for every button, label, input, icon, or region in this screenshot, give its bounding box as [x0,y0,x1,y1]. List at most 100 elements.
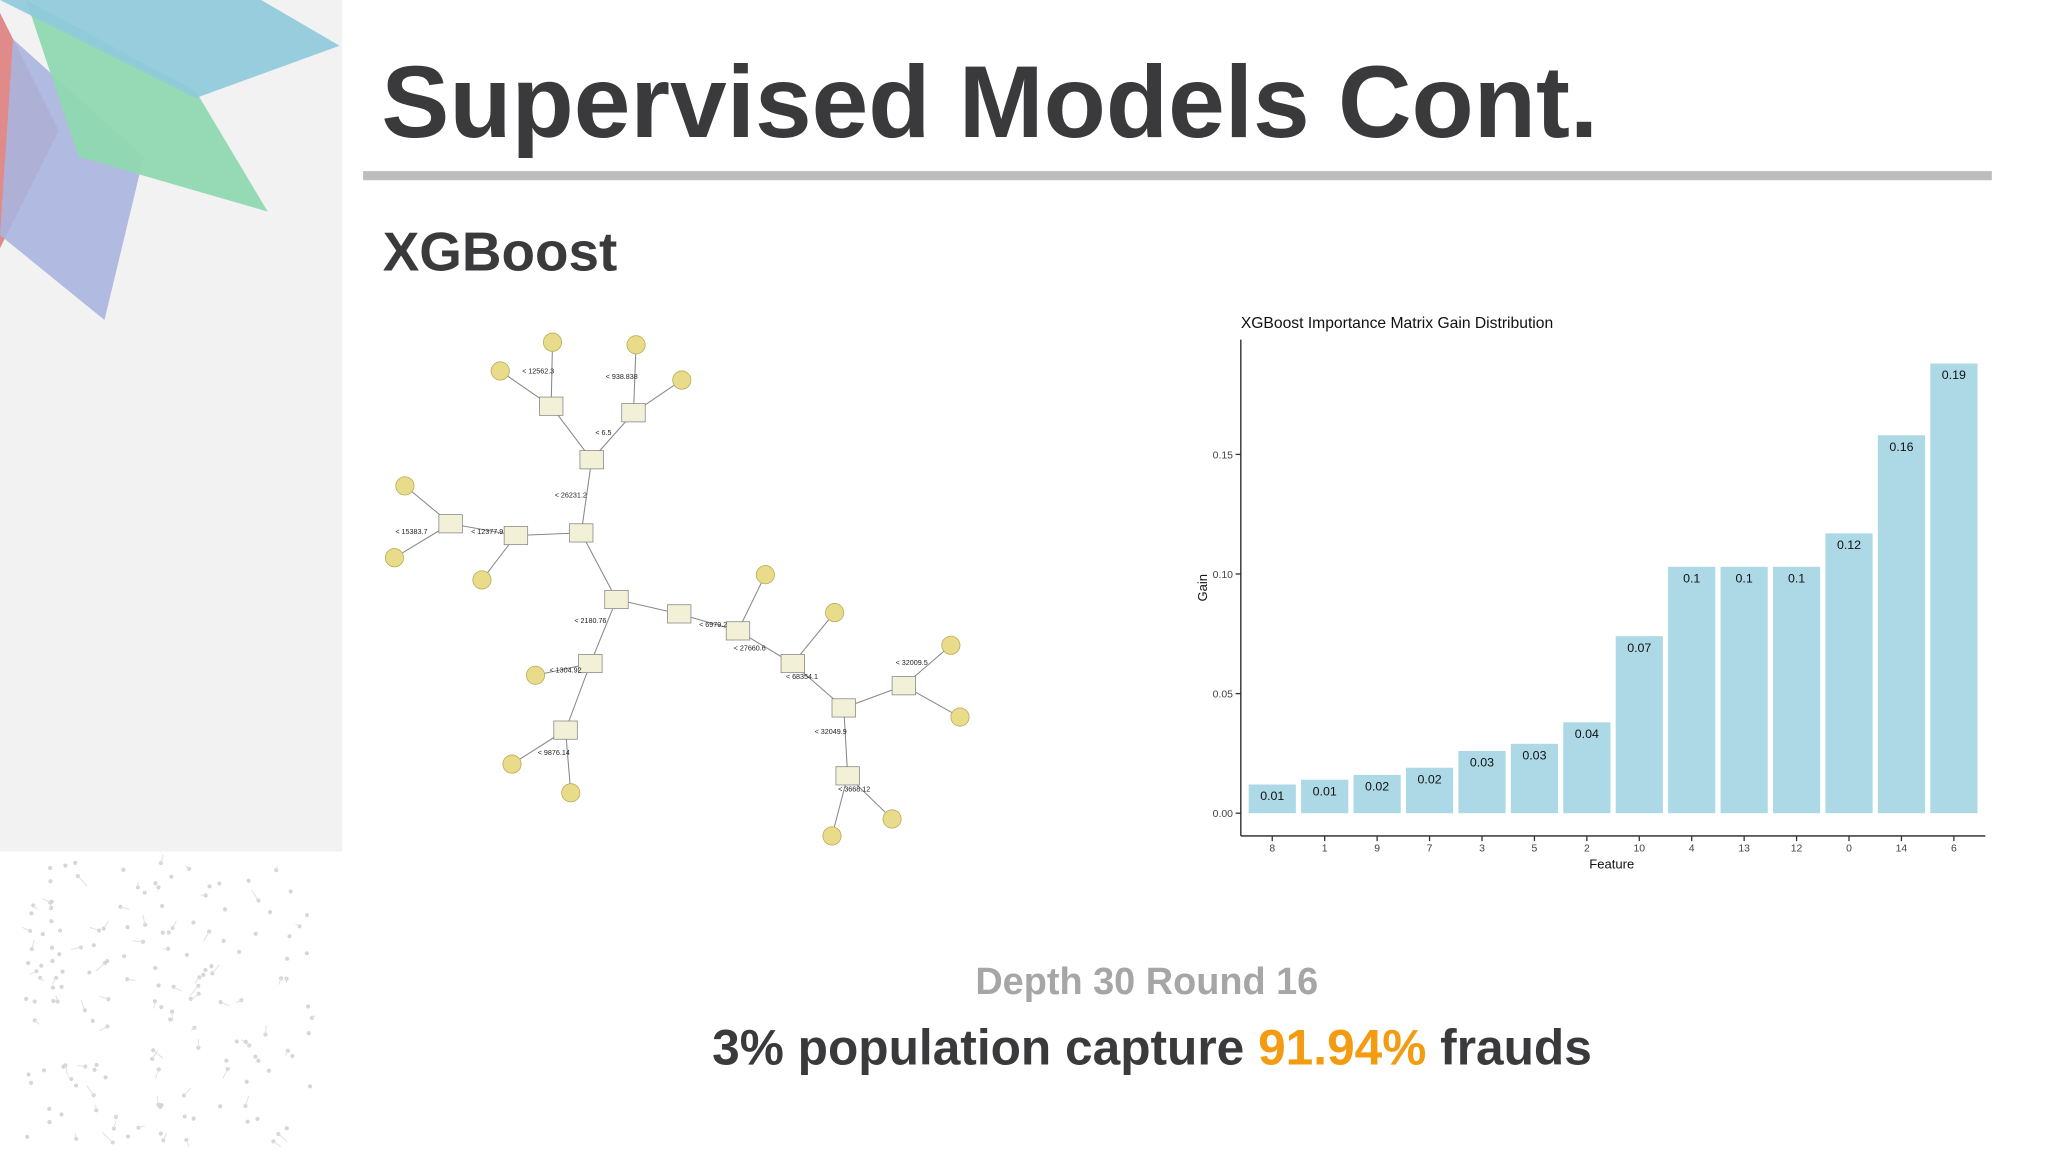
decor-dot [153,965,158,971]
footer-line2: 3% population capture 91.94% frauds [712,1019,1592,1075]
footer-text: 3% population capture [712,1019,1258,1075]
decor-link [222,1068,229,1079]
decor-link [31,939,35,950]
decor-link [172,920,177,929]
tree-leaf [395,476,415,496]
y-tick-label: 0.10 [1213,570,1234,581]
y-axis-label: Gain [1195,574,1210,602]
decor-link [190,993,200,1001]
tree-leaf [384,548,404,568]
decor-link [39,977,45,982]
decor-link [211,964,220,974]
edge-label: < 938.838 [606,373,638,381]
decor-dot [304,951,309,956]
decor-dot [255,1116,260,1122]
decor-dot [224,1058,229,1063]
edge-label: < 12562.3 [522,368,554,376]
decor-link [42,898,51,903]
chart-title: XGBoost Importance Matrix Gain Distribut… [1241,315,1553,332]
decor-dot [246,878,251,883]
value-label: 0.12 [1837,538,1861,552]
decor-dot [237,949,242,954]
decor-dot [48,865,53,871]
decor-link [152,1049,164,1059]
edge-label: < 6979.2 [699,621,727,629]
decor-dot [40,932,45,937]
x-tick-label: 12 [1791,844,1803,855]
decor-dot [159,1103,164,1108]
decor-dot [253,1054,258,1059]
x-axis-label: Feature [1589,857,1634,872]
edge-label: < 26231.2 [555,492,587,500]
decor-link [194,977,200,984]
decor-dot [288,889,293,894]
tree-node [831,698,856,718]
decor-dot [140,939,146,944]
tree-node [780,653,805,674]
tree-leaf [502,754,522,774]
decor-dot [87,970,92,975]
decor-dot [170,925,175,931]
tree-node [579,450,604,470]
tree-edge [831,775,849,837]
tree-node [621,403,646,423]
decor-dot [49,919,54,924]
decor-dot [222,907,228,912]
decor-link [284,1050,289,1057]
decor-dot [245,1119,250,1124]
bar [1825,533,1873,814]
x-tick-label: 2 [1584,844,1590,855]
decor-link [76,1065,86,1068]
x-tick-label: 4 [1689,844,1695,855]
tree-leaf [755,565,775,585]
decor-dot [165,946,171,951]
decor-link [251,889,259,901]
decor-dot [306,1031,311,1036]
y-tick-label: 0.00 [1213,809,1234,820]
decor-dot [188,996,193,1001]
decor-dot [244,1079,249,1084]
decor-dot [159,1005,164,1010]
decor-dot [55,999,60,1004]
decor-link [235,999,242,1004]
tree-node [835,766,860,786]
decor-dot [156,1067,161,1072]
decor-dot [218,1000,223,1005]
decor-link [244,1095,250,1107]
decor-dot [196,1045,201,1050]
decor-link [115,1114,119,1118]
decor-dot [63,863,68,868]
bar [1720,566,1768,814]
decor-dot [156,1102,161,1107]
decor-dot [203,967,208,973]
decor-dot [209,964,214,969]
decor-link [64,1065,68,1076]
x-tick-label: 3 [1479,844,1485,855]
x-tick-label: 10 [1633,844,1645,855]
decor-green [26,0,268,212]
decor-dot [136,1125,141,1130]
decor-dot [143,922,148,927]
value-label: 0.1 [1788,571,1805,585]
decor-link [86,1085,95,1096]
tree-node [503,525,529,546]
value-label: 0.16 [1889,440,1913,454]
decor-dot [218,1104,223,1109]
decor-link [74,1133,77,1139]
decor-link [138,1125,145,1129]
value-label: 0.19 [1942,368,1966,382]
footer-text: frauds [1426,1019,1591,1075]
value-label: 0.01 [1260,789,1284,803]
decor-dot [234,1039,239,1044]
edge-label: < 12377.9 [471,528,503,536]
decor-link [189,985,199,997]
value-label: 0.02 [1417,772,1441,786]
decor-dot [156,983,161,988]
decor-link [103,920,110,929]
decor-dot [201,972,206,977]
decor-link [102,1132,114,1143]
decor-dot [29,911,34,916]
decor-dot [29,946,34,952]
title-rule [363,171,1992,181]
